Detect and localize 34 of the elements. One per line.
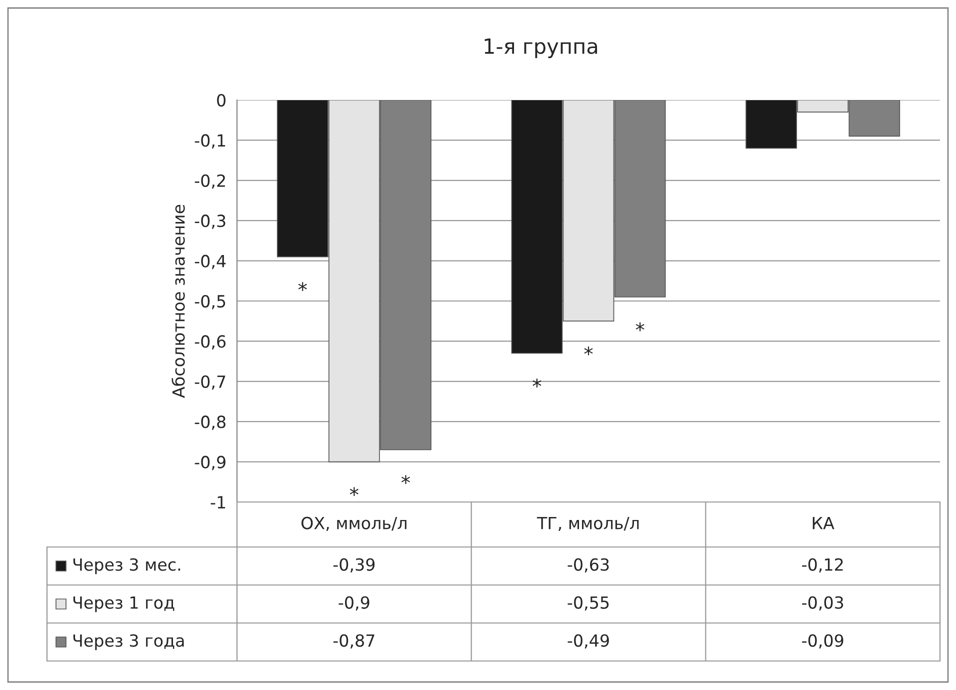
y-tick-label: -0,2 [194, 174, 225, 189]
y-tick-label: -0,7 [194, 375, 226, 390]
data-label: -0,12 [802, 558, 843, 573]
data-label: -0,49 [568, 634, 609, 649]
annotation: * [401, 475, 410, 484]
y-tick-label: -0,4 [194, 254, 226, 270]
y-tick-label: -0,6 [194, 335, 226, 350]
y-tick-label: -0,9 [194, 456, 226, 470]
annotation: * [532, 378, 542, 388]
y-tick-label: -0,8 [194, 416, 226, 430]
data-label: -0,63 [568, 558, 609, 573]
x-tick-label: КА [812, 516, 834, 530]
data-label: -0,03 [802, 596, 844, 611]
y-tick-label: 0 [217, 94, 226, 107]
y-tick-label: -0,1 [194, 134, 226, 148]
data-label: -0,9 [338, 596, 370, 611]
legend-label: Через 3 мес. [73, 558, 180, 574]
y-tick-label: -1 [210, 496, 226, 508]
annotation: * [636, 322, 644, 332]
y-axis-title: Абсолютное значение [172, 204, 185, 398]
y-tick-label: -0,3 [194, 214, 226, 229]
data-label: -0,09 [802, 634, 844, 649]
data-label: -0,55 [568, 596, 609, 611]
data-label: -0,39 [333, 558, 375, 573]
data-label: -0,87 [333, 634, 374, 649]
annotation: * [298, 282, 307, 291]
y-tick-label: -0,5 [194, 294, 226, 310]
x-tick-label: ОХ, ммоль/л [301, 516, 406, 532]
annotation: * [584, 346, 593, 356]
chart-title: 1-я группа [484, 38, 598, 58]
annotation: * [350, 487, 358, 496]
legend-label: Через 1 год [73, 596, 174, 612]
x-tick-label: ТГ, ммоль/л [536, 516, 639, 532]
legend-label: Через 3 года [73, 634, 184, 650]
